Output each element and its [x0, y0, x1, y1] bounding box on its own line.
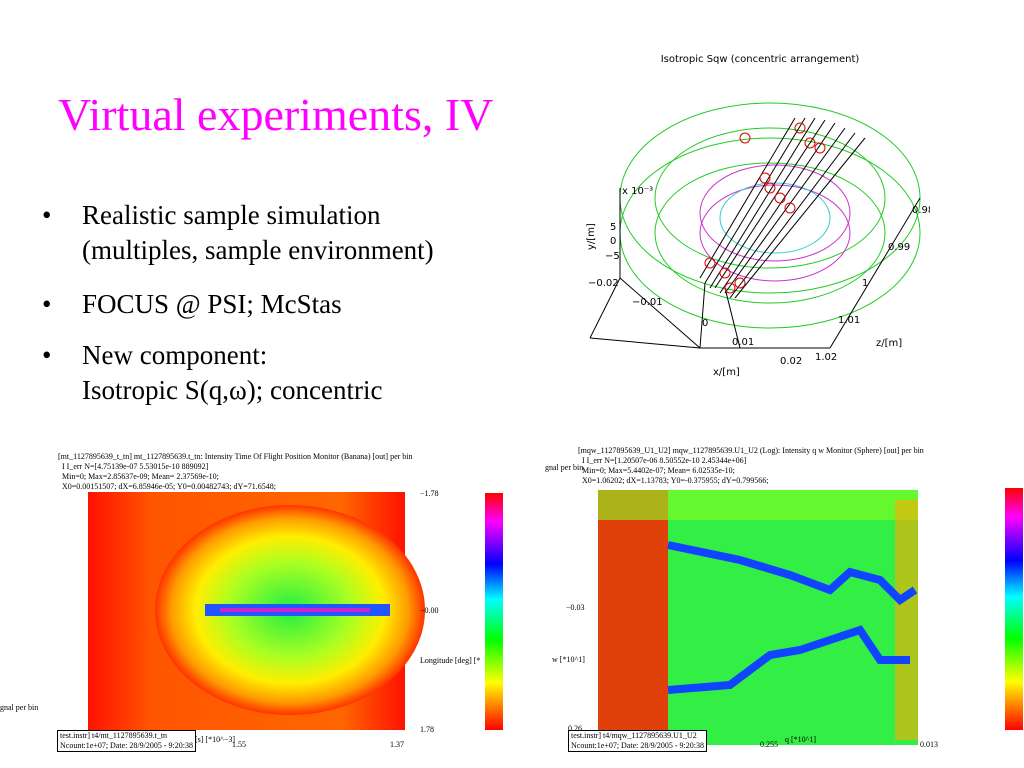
- scale-label: x 10⁻³: [622, 186, 653, 197]
- heatmap-region: [598, 490, 918, 520]
- tick-label: 0.01: [732, 337, 754, 348]
- tick-label: 1.78: [420, 725, 434, 734]
- tick-label: −0.00: [420, 606, 439, 615]
- heatmap-region: [895, 500, 918, 740]
- footer-line: Ncount:1e+07; Date: 28/9/2005 - 9:20:38: [571, 741, 704, 750]
- header-line: Min=0; Max=5.4402e-07; Mean= 6.02535e-10…: [582, 466, 735, 475]
- tick-label: 0: [610, 236, 616, 247]
- tick-label: 0.013: [920, 740, 938, 749]
- header-line: Min=0; Max=2.85637e-09; Mean= 2.37569e-1…: [62, 472, 219, 481]
- axis-label: w [*10^1]: [552, 655, 585, 664]
- tick-label: 0: [702, 318, 708, 329]
- tick-label: −0.01: [632, 297, 663, 308]
- header-line: X0=1.06202; dX=1.13783; Y0=-0.375955; dY…: [582, 476, 769, 485]
- bullet-line: New component:: [82, 340, 268, 370]
- header-line: [mt_1127895639_t_tn] mt_1127895639.t_tn:…: [58, 452, 413, 461]
- axis-label: gnal per bin: [545, 463, 584, 472]
- heatmap-curve: [667, 541, 918, 606]
- plot-footer: test.instr] t4/mqw_1127895639.U1_U2 Ncou…: [568, 730, 707, 752]
- header-line: X0=0.00151507; dX=6.85946e-05; Y0=0.0048…: [62, 482, 276, 491]
- tick-label: 1.02: [815, 352, 837, 363]
- tick-label: 5: [610, 222, 616, 233]
- tick-label: 0.99: [888, 242, 910, 253]
- colorbar: [485, 493, 503, 730]
- tick-label: 0.26: [568, 724, 582, 733]
- tick-label: 1.37: [390, 740, 404, 749]
- bullet-line: Realistic sample simulation: [82, 200, 381, 230]
- tick-label: 0.98: [912, 205, 930, 216]
- tick-label: 1: [862, 278, 868, 289]
- plot-footer: test.instr] t4/mt_1127895639.t_tn Ncount…: [57, 730, 196, 752]
- axis-label: z/[m]: [876, 338, 902, 349]
- colorbar: [1005, 488, 1023, 730]
- bullet-line: FOCUS @ PSI; McStas: [82, 289, 342, 319]
- tick-label: −5: [605, 251, 620, 262]
- heatmap-curve: [667, 625, 910, 694]
- header-line: I I_err N=[4.75139e-07 5.53015e-10 88909…: [62, 462, 209, 471]
- axis-label: Longitude [deg] [*: [420, 656, 481, 665]
- footer-line: Ncount:1e+07; Date: 28/9/2005 - 9:20:38: [60, 741, 193, 750]
- axis-label: x/[m]: [713, 367, 740, 378]
- tick-label: −0.02: [588, 278, 619, 289]
- figure-title: Isotropic Sqw (concentric arrangement): [661, 54, 860, 65]
- header-line: [mqw_1127895639_U1_U2] mqw_1127895639.U1…: [578, 446, 924, 455]
- figure-3d: Isotropic Sqw (concentric arrangement) x…: [586, 54, 930, 378]
- tick-label: 0.02: [780, 356, 802, 367]
- tick-label: −1.78: [420, 489, 439, 498]
- header-line: I I_err N=[1.20507e-06 8.50552e-10 2.453…: [582, 456, 747, 465]
- tick-label: 1.01: [838, 315, 860, 326]
- heatmap-region: [598, 490, 668, 745]
- footer-line: test.instr] t4/mqw_1127895639.U1_U2: [571, 731, 697, 740]
- tick-label: −0.03: [566, 603, 585, 612]
- plot-header: [mt_1127895639_t_tn] mt_1127895639.t_tn:…: [58, 452, 413, 492]
- axis-label: q [*10^1]: [785, 735, 817, 744]
- tick-label: 1.55: [232, 740, 246, 749]
- tick-label: 0.255: [760, 740, 778, 749]
- footer-line: test.instr] t4/mt_1127895639.t_tn: [60, 731, 168, 740]
- bullet-line: Isotropic S(q,ω); concentric: [82, 375, 383, 405]
- plot-header: [mqw_1127895639_U1_U2] mqw_1127895639.U1…: [578, 446, 924, 486]
- axis-label: TOF [s] [*10^−3]: [178, 735, 236, 744]
- bullet-line: (multiples, sample environment): [82, 235, 434, 265]
- heatmap-line: [220, 608, 370, 612]
- axis-label: gnal per bin: [0, 703, 39, 712]
- axis-label: y/[m]: [586, 223, 597, 250]
- slide-title: Virtual experiments, IV: [58, 89, 494, 140]
